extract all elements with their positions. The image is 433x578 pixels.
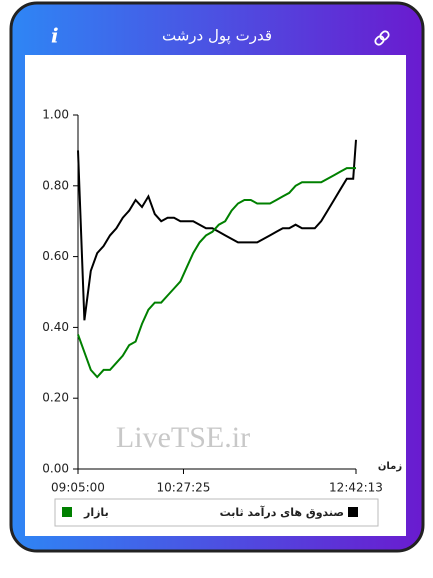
y-tick-label: 0.00 xyxy=(42,462,69,476)
y-tick-label: 0.80 xyxy=(42,178,69,192)
x-tick-label: 12:42:13 xyxy=(329,481,383,495)
watermark: LiveTSE.ir xyxy=(116,421,250,454)
legend-label: صندوق های درآمد ثابت xyxy=(220,505,344,519)
legend-swatch xyxy=(348,507,358,517)
link-icon[interactable] xyxy=(374,30,390,46)
series-line xyxy=(77,139,357,321)
legend-box xyxy=(54,498,379,527)
y-tick-label: 0.20 xyxy=(42,391,69,405)
y-tick-label: 0.60 xyxy=(42,249,69,263)
legend-label: بازار xyxy=(83,506,109,519)
chart-panel xyxy=(25,55,406,536)
header-title: قدرت پول درشت xyxy=(162,27,272,46)
x-tick-label: 09:05:00 xyxy=(51,481,105,495)
series-line xyxy=(77,167,356,379)
x-axis-label: زمان xyxy=(378,461,402,472)
info-icon[interactable]: i xyxy=(51,24,59,48)
y-tick-label: 1.00 xyxy=(42,108,69,122)
legend-swatch xyxy=(62,507,72,517)
y-tick-label: 0.40 xyxy=(42,320,69,334)
x-tick-label: 10:27:25 xyxy=(157,481,211,495)
